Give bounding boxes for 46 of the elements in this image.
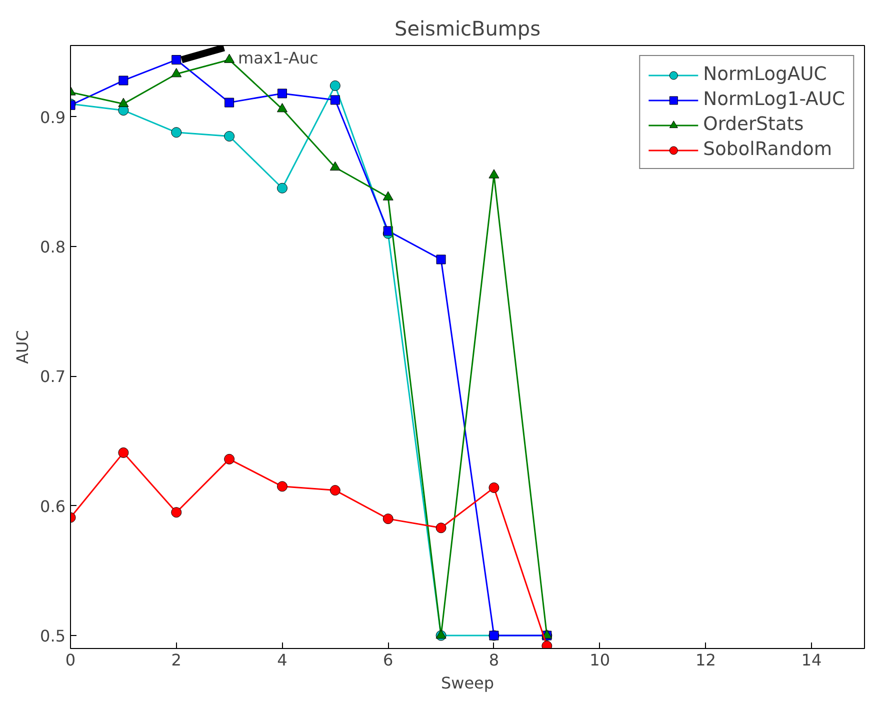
point [436, 522, 446, 534]
annotation: max1-Auc [238, 48, 318, 68]
legend-label: SobolRandom [703, 139, 832, 160]
point [330, 161, 340, 171]
legend-label: NormLogAUC [703, 64, 827, 85]
point [277, 88, 287, 98]
y-tick-label: 0.5 [40, 626, 66, 646]
point [118, 76, 128, 86]
x-tick-label: 4 [277, 650, 288, 670]
point [118, 98, 129, 107]
point [171, 507, 182, 518]
point [224, 454, 235, 464]
x-tick-label: 2 [171, 650, 182, 670]
point [488, 169, 500, 178]
point [382, 191, 394, 200]
point [171, 68, 182, 78]
y-tick-label: 0.6 [40, 496, 66, 516]
point [224, 98, 234, 108]
point [488, 482, 500, 493]
point [330, 485, 340, 496]
point [330, 80, 340, 91]
y-tick-label: 0.7 [40, 367, 66, 386]
y-tick-label: 0.9 [40, 108, 66, 127]
y-axis-title: AUC [13, 330, 32, 364]
y-tick-label: 0.8 [40, 238, 66, 256]
point [436, 254, 446, 264]
x-tick-label: 12 [696, 650, 716, 670]
point [330, 95, 340, 105]
point [224, 131, 235, 142]
x-tick-label: 8 [488, 650, 500, 670]
point [276, 103, 288, 112]
point [118, 447, 129, 458]
chart-title: SeismicBumps [394, 16, 541, 40]
point [224, 54, 235, 63]
legend-label: OrderStats [703, 114, 804, 135]
legend-label: NormLog1-AUC [703, 89, 845, 110]
point [172, 55, 182, 65]
x-tick-label: 0 [65, 650, 76, 670]
point [276, 481, 288, 492]
x-tick-label: 6 [383, 650, 394, 670]
x-tick-label: 14 [801, 650, 822, 670]
point [382, 514, 394, 524]
point [276, 182, 288, 194]
point [171, 127, 182, 138]
x-tick-label: 10 [590, 650, 610, 670]
x-axis-title: Sweep [440, 674, 494, 692]
